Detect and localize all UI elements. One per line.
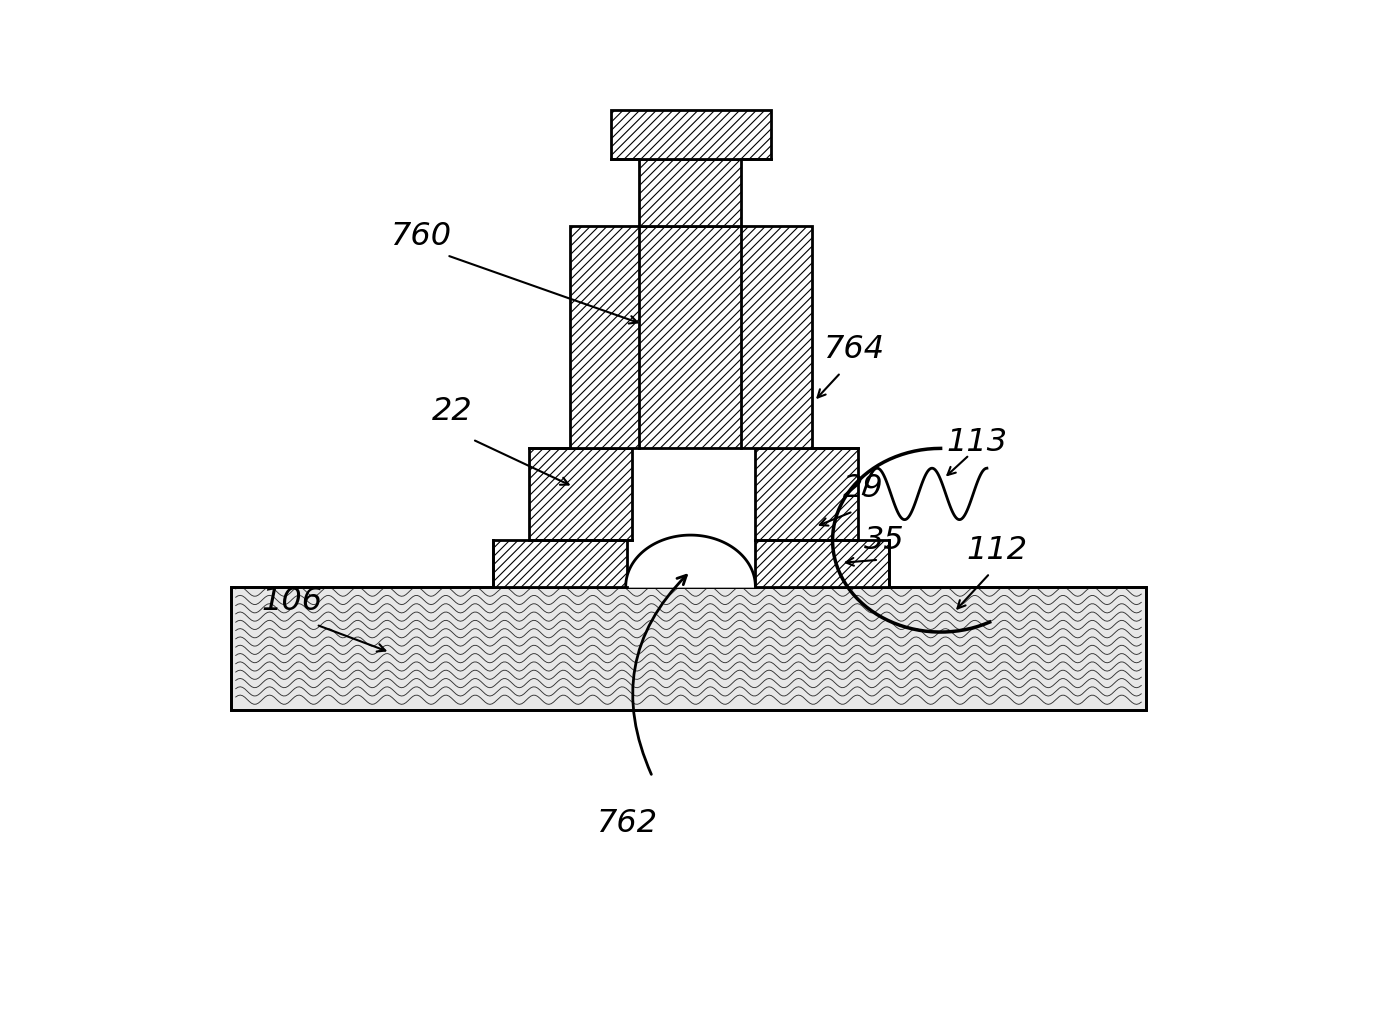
- Bar: [611, 110, 771, 159]
- Text: 112: 112: [967, 535, 1027, 566]
- Bar: [570, 226, 812, 448]
- Text: 762: 762: [596, 808, 657, 839]
- Text: 106: 106: [262, 587, 322, 617]
- Bar: [230, 587, 1147, 710]
- Bar: [529, 448, 632, 540]
- Bar: [493, 540, 627, 587]
- Text: 35: 35: [863, 525, 905, 556]
- Bar: [639, 159, 741, 226]
- Text: 22: 22: [431, 396, 472, 427]
- Text: 29: 29: [843, 473, 884, 504]
- Text: 113: 113: [946, 427, 1007, 458]
- Text: 764: 764: [822, 334, 884, 365]
- Bar: [756, 540, 890, 587]
- Bar: [230, 587, 1147, 710]
- Text: 760: 760: [391, 221, 452, 252]
- Polygon shape: [625, 535, 756, 587]
- Bar: [756, 448, 858, 540]
